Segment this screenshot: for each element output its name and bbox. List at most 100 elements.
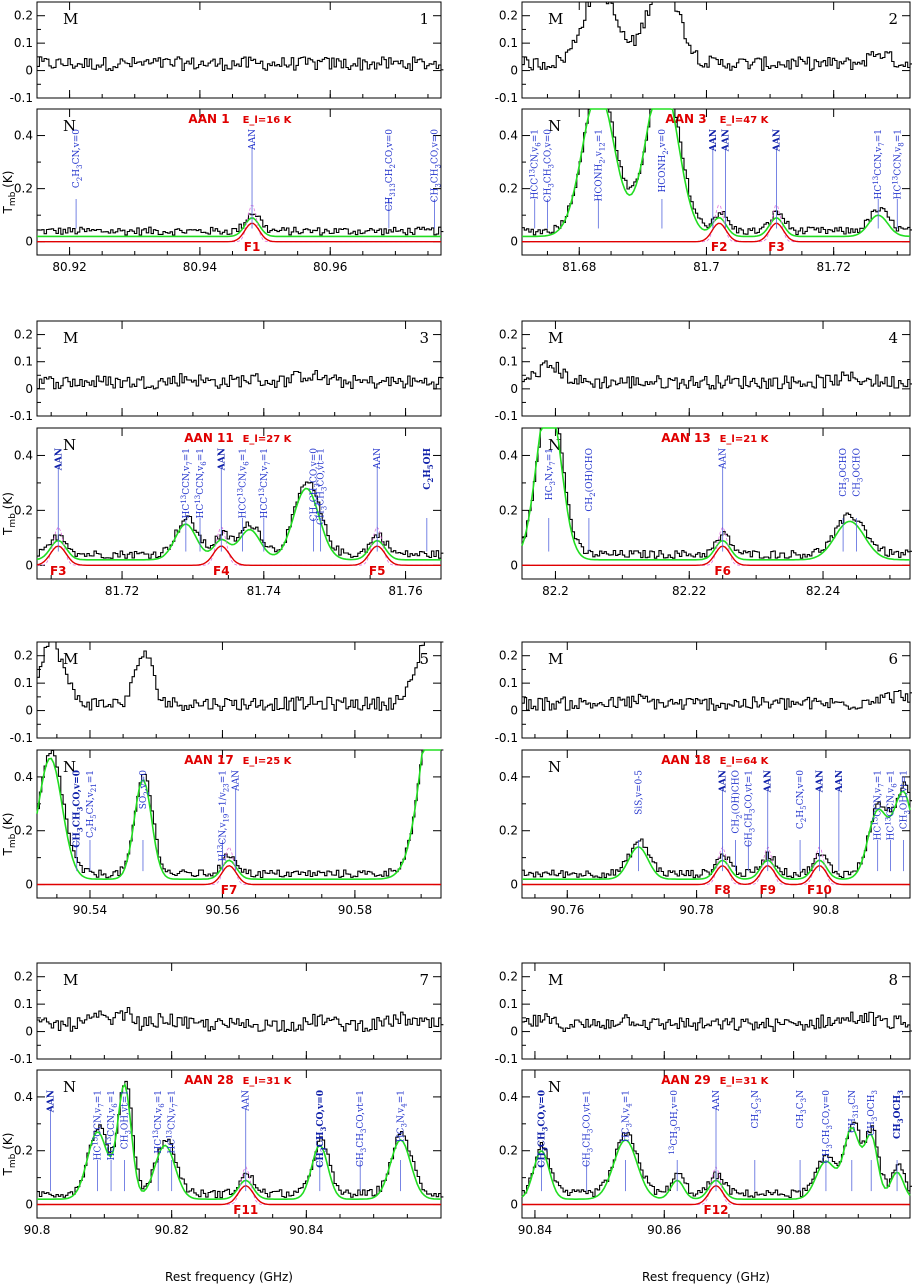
bottom-panel-frame xyxy=(521,749,911,899)
y-tick-label: 0.2 xyxy=(14,328,33,342)
y-tick-label: 0.4 xyxy=(499,129,518,143)
x-tick-label: 90.84 xyxy=(289,1223,323,1237)
molecule-label: CH3​OCHO xyxy=(852,448,864,497)
bottom-letter: N xyxy=(548,117,561,135)
y-tick-label: 0.1 xyxy=(499,36,518,50)
y-tick-label: 0 xyxy=(25,1025,33,1039)
energy-label: E_l=31 K xyxy=(243,1076,293,1087)
molecule-label: CH3​C3​N xyxy=(751,1090,763,1129)
molecule-label: AAN xyxy=(217,448,227,471)
bottom-panel-frame xyxy=(36,749,442,899)
molecule-label: HCONH2​,v12​=1 xyxy=(594,129,606,201)
top-letter: M xyxy=(548,10,563,28)
y-tick-label: 0.4 xyxy=(14,448,33,462)
molecule-label: AAN xyxy=(712,1090,722,1112)
molecule-label: CH3​CH3​CO,vt=1 xyxy=(317,448,329,525)
molecule-label: CH3​CH3​CO,v=0 xyxy=(537,1090,549,1168)
molecule-label: HC13​CN,v7​=1 xyxy=(166,1090,180,1154)
top-letter: M xyxy=(63,650,78,668)
y-tick-label: 0.2 xyxy=(499,970,518,984)
bottom-letter: N xyxy=(63,758,76,776)
aan-model-spectrum xyxy=(37,864,441,886)
x-tick-label: 90.82 xyxy=(154,1223,188,1237)
feature-label: F4 xyxy=(213,564,230,578)
panel-5: 0.2 0.1 0 -0.1 0.4 0.2 0 90.54 90.56 90.58 M 5 N AAN … xyxy=(1,641,444,917)
molecule-label: AAN xyxy=(248,129,258,151)
molecule-label: HC13​CCN,v7​=1 xyxy=(872,129,886,199)
y-tick-label: 0.1 xyxy=(14,676,33,690)
molecule-label: C2​H5​OH xyxy=(423,448,435,490)
y-tick-label: 0 xyxy=(25,382,33,396)
molecule-label: CH313​CH2​CO,v=0 xyxy=(385,129,397,212)
x-tick-label: 82.2 xyxy=(542,584,569,598)
molecule-label: CH3​OCH3​ xyxy=(893,1090,905,1139)
aan-model-spectrum xyxy=(37,222,441,243)
y-tick-label: 0.1 xyxy=(14,36,33,50)
top-panel-frame xyxy=(36,320,442,417)
x-tick-label: 90.8 xyxy=(813,903,840,917)
molecule-label: AAN xyxy=(835,770,845,793)
molecule-label: AAN xyxy=(772,129,782,152)
y-tick-label: 0 xyxy=(25,558,33,572)
y-tick-label: -0.1 xyxy=(495,91,518,105)
observed-spectrum-top xyxy=(522,360,912,390)
x-tick-label: 80.94 xyxy=(183,260,217,274)
y-tick-label: 0 xyxy=(510,558,518,572)
y-tick-label: 0.1 xyxy=(14,355,33,369)
observed-spectrum xyxy=(37,1080,444,1199)
observed-spectrum xyxy=(37,749,444,879)
y-tick-label: 0 xyxy=(510,878,518,892)
molecule-label: HC13​CCN,v6​=1 xyxy=(105,1090,119,1160)
x-tick-label: 82.24 xyxy=(806,584,840,598)
panel-number: 1 xyxy=(419,10,429,28)
y-tick-label: 0.1 xyxy=(14,997,33,1011)
top-panel-frame xyxy=(36,962,442,1060)
aan-model-spectrum xyxy=(37,1184,441,1206)
molecule-label: CH3​OCHO xyxy=(839,448,851,497)
x-tick-label: 90.54 xyxy=(73,903,107,917)
y-tick-label: 0.1 xyxy=(499,355,518,369)
y-tick-label: 0.2 xyxy=(499,182,518,196)
energy-label: E_l=27 K xyxy=(243,434,293,445)
bottom-letter: N xyxy=(63,436,76,454)
full-model-spectrum xyxy=(521,427,910,561)
molecule-label: AAN xyxy=(764,770,774,793)
y-tick-label: 0.2 xyxy=(499,328,518,342)
y-tick-label: 0 xyxy=(510,1025,518,1039)
top-letter: M xyxy=(548,650,563,668)
observed-spectrum-top xyxy=(37,369,444,390)
y-tick-label: 0 xyxy=(510,704,518,718)
molecule-label: CH3​CH3​CO,v=0 xyxy=(430,129,442,203)
panel-number: 2 xyxy=(888,10,898,28)
full-model-spectrum xyxy=(522,789,911,880)
y-axis-label: Tmb (K) xyxy=(1,492,18,536)
molecule-label: CH3​CH3​CO,v=0 xyxy=(822,1090,834,1164)
observed-spectrum-top xyxy=(522,689,912,711)
y-tick-label: 0.4 xyxy=(499,1090,518,1104)
full-model-spectrum xyxy=(36,749,441,880)
top-panel-frame xyxy=(521,320,911,417)
y-tick-label: 0.2 xyxy=(14,503,33,517)
x-axis-label: Rest frequency (GHz) xyxy=(642,1270,770,1284)
y-tick-label: 0 xyxy=(510,235,518,249)
top-letter: M xyxy=(548,971,563,989)
molecule-label: CH3​C3​N xyxy=(796,1090,808,1129)
aan-transition-label: AAN 18 xyxy=(661,753,711,767)
observed-spectrum xyxy=(37,213,444,236)
molecule-label: AAN xyxy=(709,129,719,152)
full-model-spectrum xyxy=(522,108,911,238)
y-axis-label: Tmb (K) xyxy=(1,1133,18,1177)
aan-model-spectrum xyxy=(522,864,910,886)
energy-label: E_l=47 K xyxy=(720,115,770,126)
x-tick-label: 81.72 xyxy=(816,260,850,274)
x-tick-label: 81.72 xyxy=(105,584,139,598)
feature-label: F5 xyxy=(369,564,386,578)
y-tick-label: 0 xyxy=(25,1198,33,1212)
x-tick-label: 80.92 xyxy=(52,260,86,274)
x-tick-label: 81.68 xyxy=(562,260,596,274)
feature-label: F12 xyxy=(704,1203,729,1217)
feature-label: F3 xyxy=(768,240,785,254)
energy-label: E_l=16 K xyxy=(243,115,293,126)
